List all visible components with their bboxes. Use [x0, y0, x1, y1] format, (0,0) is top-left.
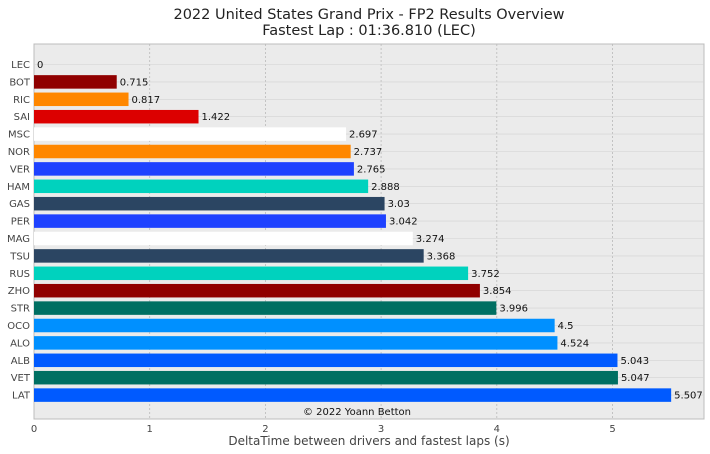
chart-subtitle: Fastest Lap : 01:36.810 (LEC) [262, 23, 476, 39]
y-tick-label-sai: SAI [14, 112, 30, 123]
bar-sai [34, 109, 199, 124]
y-tick-label-tsu: TSU [9, 251, 30, 262]
bar-nor [34, 144, 351, 159]
y-tick-label-alb: ALB [11, 356, 30, 367]
chart-title: 2022 United States Grand Prix - FP2 Resu… [173, 7, 564, 23]
y-tick-label-mag: MAG [7, 234, 30, 245]
y-tick-label-ver: VER [10, 164, 30, 175]
bar-tsu [34, 249, 424, 263]
bar-vet [34, 370, 618, 385]
data-label-mag: 3.274 [416, 234, 445, 245]
data-label-alo: 4.524 [560, 338, 589, 349]
y-tick-label-msc: MSC [8, 130, 30, 141]
bar-zho [34, 283, 480, 298]
y-tick-label-rus: RUS [9, 269, 30, 280]
bar-ver [34, 162, 354, 176]
data-label-lec: 0 [37, 60, 43, 71]
x-axis-label: DeltaTime between drivers and fastest la… [228, 434, 509, 448]
data-label-ric: 0.817 [132, 95, 161, 106]
y-tick-label-ric: RIC [13, 95, 30, 106]
data-label-zho: 3.854 [483, 286, 512, 297]
bar-msc [34, 127, 347, 141]
bar-lat [34, 388, 672, 402]
data-label-sai: 1.422 [202, 112, 231, 123]
data-label-tsu: 3.368 [427, 251, 456, 262]
bar-alb [34, 353, 618, 368]
y-tick-label-vet: VET [11, 373, 31, 384]
x-tick-labels: 0 1 2 3 4 5 [31, 424, 616, 435]
bar-ric [34, 92, 129, 107]
bar-str [34, 301, 497, 315]
data-label-bot: 0.715 [120, 77, 149, 88]
y-tick-label-zho: ZHO [8, 286, 30, 297]
bars: 0 0.715 0.817 1.422 2.697 2.737 2.765 2.888 3.03… [34, 60, 703, 402]
data-label-per: 3.042 [389, 217, 418, 228]
data-label-alb: 5.043 [620, 356, 649, 367]
bar-bot [34, 75, 117, 89]
data-label-lat: 5.507 [674, 391, 703, 402]
bar-rus [34, 266, 469, 281]
data-label-oco: 4.5 [558, 321, 574, 332]
x-tick-label-3: 3 [378, 424, 384, 435]
data-label-str: 3.996 [499, 304, 528, 315]
y-tick-label-str: STR [11, 304, 30, 315]
y-tick-label-bot: BOT [9, 77, 31, 88]
data-label-nor: 2.737 [354, 147, 383, 158]
data-label-ham: 2.888 [371, 182, 400, 193]
bar-ham [34, 179, 369, 194]
y-tick-label-lat: LAT [12, 391, 31, 402]
data-label-gas: 3.03 [388, 199, 410, 210]
y-tick-label-per: PER [11, 217, 30, 228]
data-label-ver: 2.765 [357, 164, 386, 175]
bar-gas [34, 196, 385, 211]
y-tick-labels: LEC BOT RIC SAI MSC NOR VER HAM GAS PER MAG TSU RUS Z… [7, 60, 31, 402]
y-tick-label-lec: LEC [11, 60, 30, 71]
x-tick-label-4: 4 [494, 424, 500, 435]
y-tick-label-oco: OCO [7, 321, 30, 332]
y-tick-label-gas: GAS [9, 199, 30, 210]
bar-alo [34, 336, 558, 350]
y-tick-label-alo: ALO [10, 338, 30, 349]
x-tick-label-2: 2 [262, 424, 268, 435]
x-tick-label-0: 0 [31, 424, 37, 435]
x-tick-label-1: 1 [147, 424, 153, 435]
x-tick-label-5: 5 [609, 424, 615, 435]
bar-mag [34, 231, 413, 246]
y-tick-label-ham: HAM [7, 182, 30, 193]
data-label-vet: 5.047 [621, 373, 650, 384]
data-label-msc: 2.697 [349, 130, 378, 141]
bar-per [34, 214, 386, 228]
y-tick-label-nor: NOR [8, 147, 30, 158]
data-label-rus: 3.752 [471, 269, 500, 280]
bar-oco [34, 318, 555, 333]
credit-text: © 2022 Yoann Betton [303, 407, 411, 418]
